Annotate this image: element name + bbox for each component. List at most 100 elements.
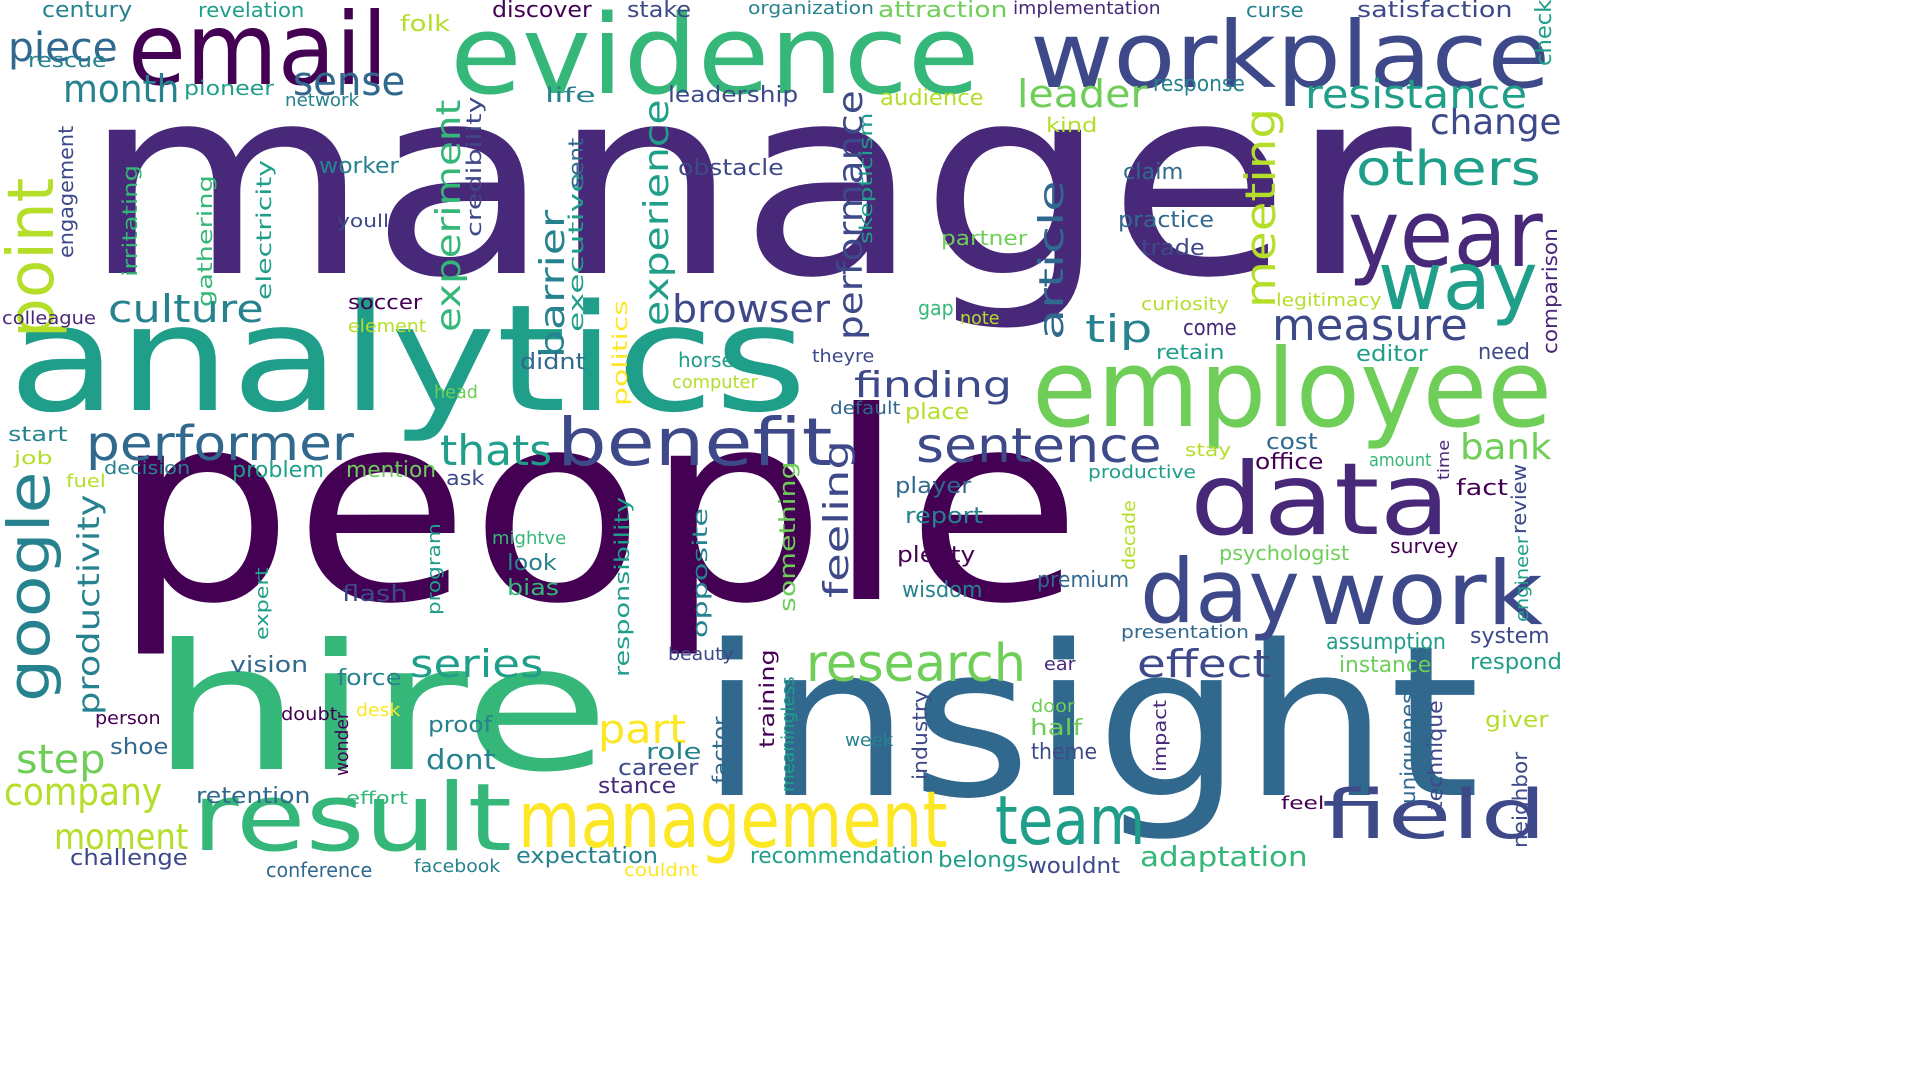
- word-impact: impact: [1150, 700, 1171, 772]
- word-electricity: electricity: [252, 159, 276, 300]
- word-cost: cost: [1266, 430, 1318, 455]
- word-instance: instance: [1339, 653, 1432, 678]
- word-come: come: [1183, 316, 1237, 341]
- word-comparison: comparison: [1538, 228, 1562, 354]
- word-bias: bias: [507, 576, 560, 601]
- word-curse: curse: [1246, 0, 1304, 22]
- word-ear: ear: [1044, 654, 1076, 675]
- word-technique: technique: [1423, 700, 1447, 810]
- word-amount: amount: [1369, 450, 1432, 471]
- word-productive: productive: [1088, 462, 1196, 483]
- word-dont: dont: [426, 743, 496, 776]
- word-challenge: challenge: [70, 846, 188, 871]
- word-half: half: [1030, 716, 1083, 741]
- word-revelation: revelation: [198, 0, 305, 22]
- word-belongs: belongs: [938, 848, 1029, 873]
- word-factor: factor: [708, 716, 732, 784]
- word-experience: experience: [637, 99, 677, 326]
- word-claim: claim: [1123, 160, 1184, 185]
- word-article: article: [1032, 180, 1072, 340]
- word-beauty: beauty: [668, 644, 734, 665]
- word-conference: conference: [266, 858, 373, 882]
- word-expectation: expectation: [516, 844, 659, 869]
- word-thats: thats: [440, 426, 553, 475]
- word-week: week: [845, 730, 894, 751]
- word-psychologist: psychologist: [1219, 541, 1350, 565]
- word-meeting: meeting: [1236, 107, 1285, 308]
- word-wonder: wonder: [332, 711, 353, 776]
- word-opposite: opposite: [688, 508, 712, 638]
- word-plenty: plenty: [897, 543, 976, 568]
- word-desk: desk: [356, 700, 401, 721]
- word-look: look: [507, 551, 557, 576]
- word-email: email: [128, 0, 388, 108]
- word-benefit: benefit: [557, 404, 833, 481]
- word-evidence: evidence: [450, 0, 980, 119]
- word-role: role: [646, 740, 702, 765]
- word-irritating: irritating: [118, 164, 142, 277]
- word-start: start: [8, 422, 68, 446]
- word-door: door: [1031, 696, 1075, 717]
- word-people: people: [112, 356, 1083, 661]
- word-practice: practice: [1118, 208, 1214, 233]
- word-response: response: [1153, 72, 1245, 97]
- word-effort: effort: [346, 788, 408, 809]
- word-change: change: [1430, 102, 1562, 143]
- word-default: default: [830, 398, 901, 419]
- word-premium: premium: [1037, 568, 1129, 593]
- word-part: part: [598, 707, 687, 753]
- word-resistance: resistance: [1305, 72, 1528, 118]
- word-worker: worker: [319, 154, 400, 179]
- word-training: training: [755, 649, 779, 748]
- word-tip: tip: [1085, 307, 1153, 351]
- word-gap: gap: [918, 296, 954, 320]
- word-experiment: experiment: [429, 99, 469, 332]
- word-measure: measure: [1272, 300, 1468, 351]
- word-pioneer: pioneer: [184, 76, 274, 100]
- word-colleague: colleague: [2, 308, 96, 329]
- word-analytics: analytics: [8, 273, 808, 445]
- word-mention: mention: [346, 458, 437, 483]
- word-century: century: [42, 0, 133, 23]
- word-problem: problem: [232, 458, 325, 483]
- word-sent: sent: [564, 137, 588, 188]
- word-time: time: [1434, 439, 1453, 480]
- word-assumption: assumption: [1326, 630, 1446, 655]
- word-life: life: [545, 83, 596, 107]
- word-year: year: [1348, 180, 1543, 289]
- word-feeling: feeling: [817, 440, 857, 598]
- word-industry: industry: [908, 690, 932, 780]
- word-insight: insight: [700, 600, 1480, 845]
- word-review: review: [1507, 463, 1531, 534]
- word-company: company: [4, 770, 163, 814]
- word-giver: giver: [1485, 708, 1549, 733]
- word-neighbor: neighbor: [1508, 751, 1532, 848]
- word-editor: editor: [1356, 342, 1428, 367]
- word-data: data: [1190, 441, 1451, 558]
- word-engagement: engagement: [54, 125, 78, 258]
- word-wisdom: wisdom: [902, 578, 983, 603]
- word-shoe: shoe: [110, 735, 169, 760]
- word-gathering: gathering: [193, 175, 217, 307]
- word-google: google: [0, 471, 63, 702]
- word-productivity: productivity: [72, 494, 107, 715]
- word-day: day: [1140, 540, 1300, 643]
- word-attraction: attraction: [878, 0, 1008, 23]
- word-head: head: [434, 382, 478, 403]
- word-presentation: presentation: [1121, 622, 1249, 643]
- word-responsibility: responsibility: [610, 496, 634, 677]
- word-series: series: [410, 642, 544, 686]
- word-hire: hire: [150, 608, 611, 811]
- word-respond: respond: [1470, 650, 1562, 675]
- word-horse: horse: [678, 348, 734, 372]
- word-obstacle: obstacle: [678, 156, 784, 181]
- word-doubt: doubt: [281, 704, 338, 725]
- word-theme: theme: [1031, 740, 1098, 765]
- word-satisfaction: satisfaction: [1357, 0, 1513, 23]
- word-piece: piece: [8, 25, 118, 71]
- word-implementation: implementation: [1013, 0, 1161, 19]
- word-ask: ask: [446, 466, 485, 490]
- word-wouldnt: wouldnt: [1028, 854, 1121, 879]
- word-curiosity: curiosity: [1141, 294, 1229, 315]
- word-retain: retain: [1156, 340, 1225, 364]
